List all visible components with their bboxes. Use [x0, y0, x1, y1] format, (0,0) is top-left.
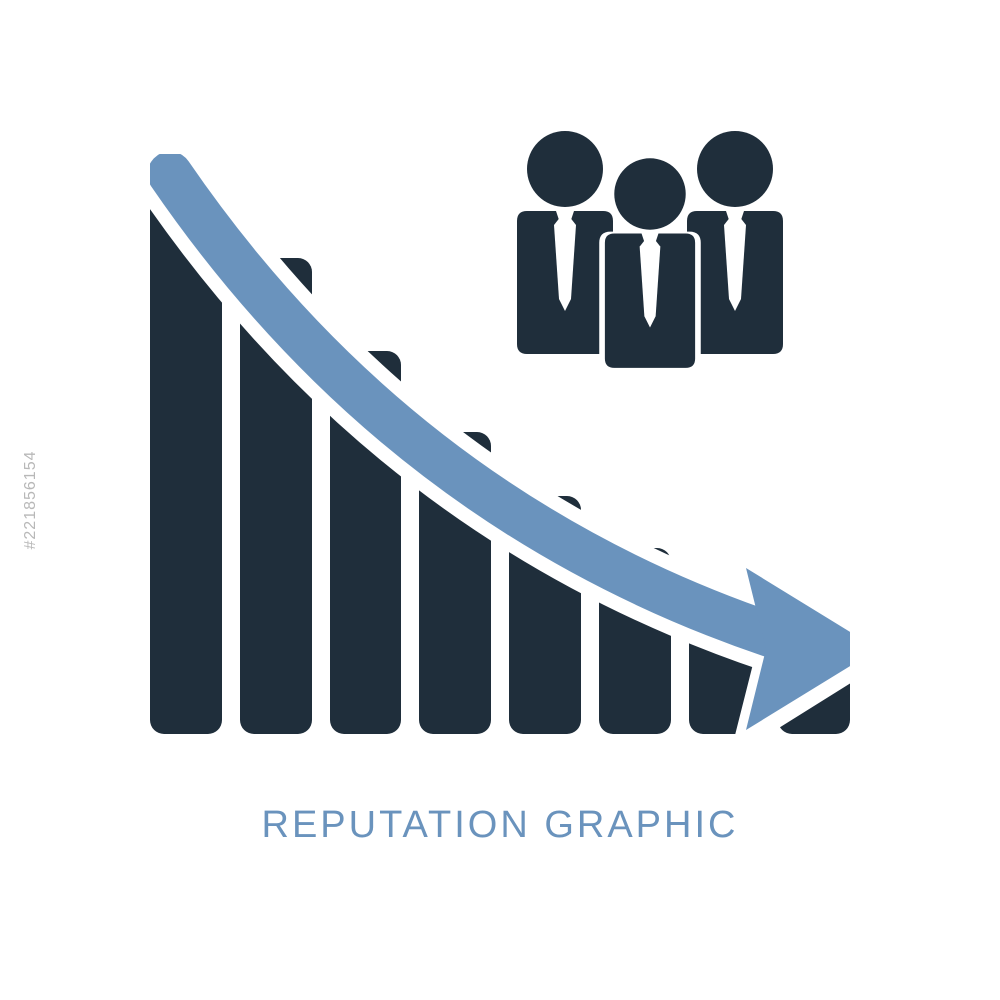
bar-4: [419, 432, 491, 734]
bar-6: [599, 548, 671, 734]
infographic-container: REPUTATION GRAPHIC: [0, 0, 1000, 1000]
bar-7: [689, 589, 761, 734]
bar-8: [778, 618, 850, 734]
bar-2: [240, 258, 312, 734]
person-icon: [517, 131, 613, 354]
watermark-text: #221856154: [22, 451, 40, 550]
reputation-graphic: [150, 154, 850, 734]
graphic-title: REPUTATION GRAPHIC: [262, 804, 739, 847]
person-icon: [599, 152, 701, 374]
person-icon: [687, 131, 783, 354]
bar-3: [330, 351, 402, 734]
people-group-icon: [510, 129, 790, 389]
bar-5: [509, 496, 581, 734]
bar-1: [150, 177, 222, 734]
